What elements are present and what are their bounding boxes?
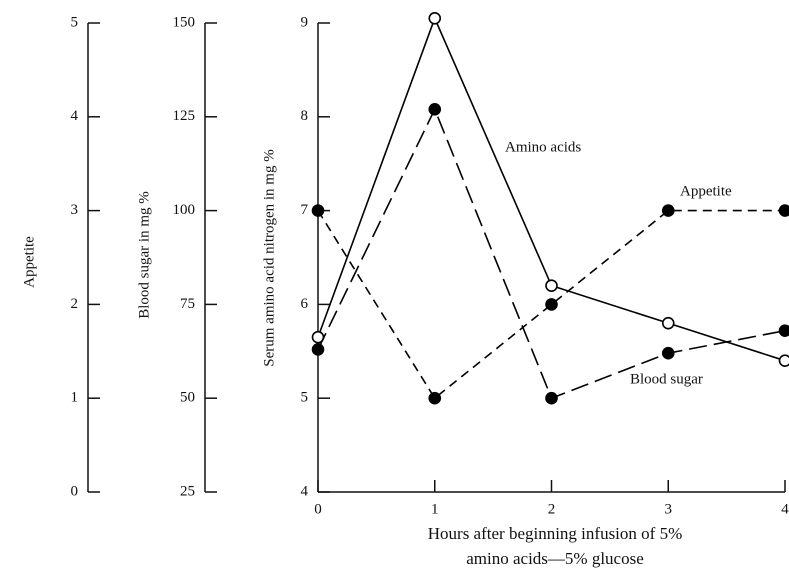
y-tick-label: 7 xyxy=(301,202,309,218)
y2-tick-label: 75 xyxy=(180,296,195,312)
data-point xyxy=(661,204,675,217)
x-tick-label: 0 xyxy=(314,501,322,517)
y-tick-label: 8 xyxy=(301,108,309,124)
data-point xyxy=(778,204,789,217)
data-point xyxy=(545,298,558,311)
y2-tick-label: 100 xyxy=(173,202,196,218)
x-tick-label: 4 xyxy=(781,501,789,517)
y-tick-label: 5 xyxy=(301,390,309,406)
data-point xyxy=(311,204,325,217)
y3-tick-label: 5 xyxy=(71,14,79,30)
series-label: Blood sugar xyxy=(630,371,703,387)
y2-tick-label: 50 xyxy=(180,390,195,406)
y3-tick-label: 0 xyxy=(71,483,79,499)
data-point xyxy=(311,343,325,356)
series-label: Appetite xyxy=(680,183,732,199)
data-point xyxy=(545,279,558,292)
y2-axis-title: Blood sugar in mg % xyxy=(136,191,152,319)
x-tick-label: 3 xyxy=(665,501,673,517)
y2-tick-label: 150 xyxy=(173,14,196,30)
series-label: Amino acids xyxy=(505,139,581,155)
data-point xyxy=(661,316,675,330)
data-point xyxy=(778,354,789,367)
y2-tick-label: 25 xyxy=(180,483,195,499)
data-point xyxy=(661,346,675,360)
y2-tick-label: 125 xyxy=(173,108,196,124)
data-point xyxy=(428,12,442,25)
y3-tick-label: 4 xyxy=(71,108,79,124)
data-point xyxy=(545,391,558,405)
y-tick-label: 9 xyxy=(301,14,309,30)
y3-axis-title: Appetite xyxy=(21,236,37,288)
y-tick-label: 4 xyxy=(301,483,309,499)
x-tick-label: 2 xyxy=(548,501,556,517)
x-tick-label: 1 xyxy=(431,501,439,517)
y-tick-label: 6 xyxy=(301,296,309,312)
x-axis-title: Hours after beginning infusion of 5% xyxy=(428,524,682,543)
y-axis-title: Serum amino acid nitrogen in mg % xyxy=(261,149,277,366)
series-line xyxy=(317,209,785,400)
data-point xyxy=(428,391,442,405)
data-point xyxy=(428,102,442,116)
data-point xyxy=(778,324,789,337)
y3-tick-label: 2 xyxy=(71,296,79,312)
y3-tick-label: 3 xyxy=(71,202,79,218)
y3-tick-label: 1 xyxy=(71,390,79,406)
x-axis-title: amino acids—5% glucose xyxy=(466,549,644,568)
